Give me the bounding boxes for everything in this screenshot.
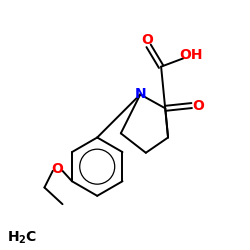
Text: O: O — [51, 162, 63, 176]
Text: OH: OH — [179, 48, 203, 62]
Text: O: O — [141, 33, 153, 47]
Text: N: N — [134, 88, 146, 102]
Text: O: O — [192, 98, 204, 112]
Text: $\mathregular{H_2C}$: $\mathregular{H_2C}$ — [7, 229, 37, 246]
